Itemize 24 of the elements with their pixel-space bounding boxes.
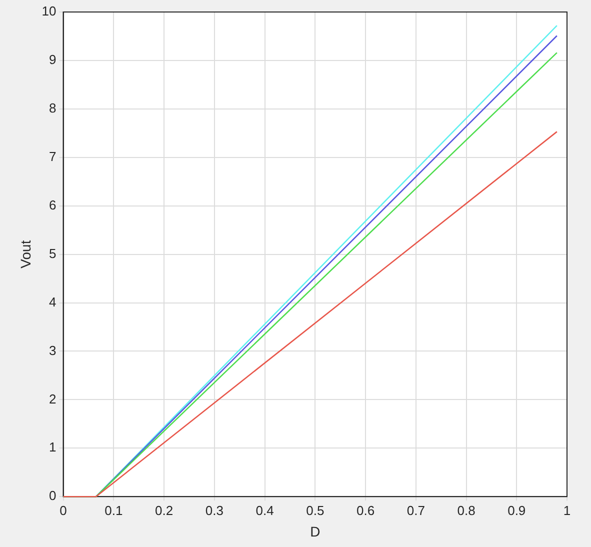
y-tick-label: 10 — [42, 4, 56, 19]
x-tick-label: 0.2 — [154, 502, 174, 518]
x-tick-label: 0.3 — [205, 502, 224, 518]
y-tick-label: 2 — [49, 391, 56, 406]
y-tick-label: 1 — [49, 440, 56, 455]
x-tick-label: 1 — [563, 502, 571, 518]
x-tick-label: 0.9 — [508, 502, 526, 518]
x-tick-label: 0.1 — [104, 502, 123, 518]
y-tick-label: 4 — [49, 294, 56, 310]
y-tick-label: 0 — [49, 488, 56, 504]
y-axis-title: Vout — [17, 240, 34, 268]
x-tick-label: 0.8 — [457, 502, 476, 518]
x-axis-title: D — [310, 523, 320, 540]
y-tick-label: 6 — [49, 197, 56, 212]
x-tick-label: 0 — [60, 502, 67, 518]
x-tick-label: 0.5 — [306, 502, 324, 518]
x-tick-label: 0.6 — [356, 502, 375, 518]
y-tick-label: 7 — [49, 148, 56, 164]
y-tick-label: 9 — [49, 52, 56, 68]
x-tick-label: 0.7 — [406, 502, 425, 518]
x-tick-label: 0.4 — [256, 502, 274, 518]
y-tick-label: 8 — [49, 100, 56, 116]
y-tick-label: 3 — [49, 342, 56, 358]
y-tick-label: 5 — [49, 246, 56, 261]
